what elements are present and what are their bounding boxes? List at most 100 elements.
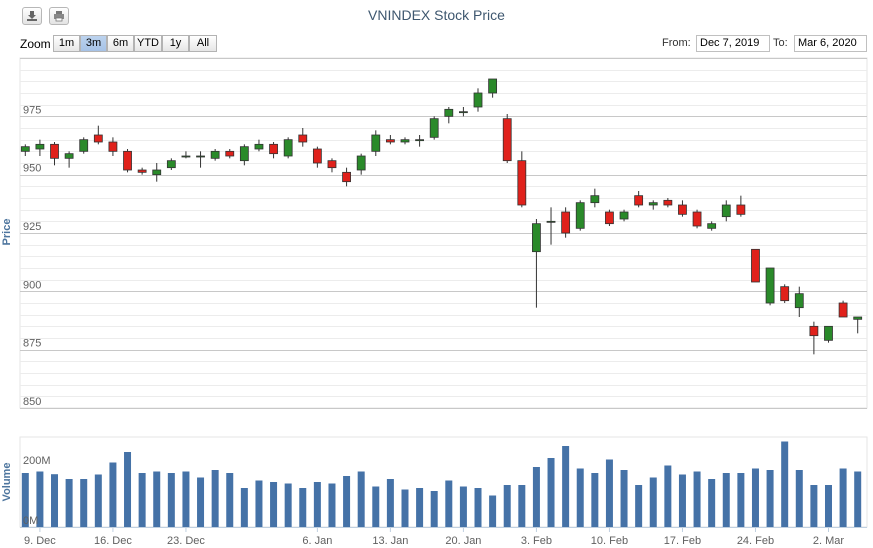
candle-body xyxy=(50,143,59,159)
volume-bar xyxy=(313,482,321,527)
candle xyxy=(429,116,439,140)
price-tick-label: 900 xyxy=(23,279,41,291)
volume-bar xyxy=(474,488,482,527)
candle-body xyxy=(20,146,30,152)
candle-body xyxy=(634,195,644,206)
from-date-input[interactable]: Dec 7, 2019 xyxy=(696,35,770,52)
candle-body xyxy=(546,220,556,223)
candle xyxy=(196,151,205,168)
candle-body xyxy=(283,139,293,157)
zoom-1m-button[interactable]: 1m xyxy=(53,35,80,52)
candle xyxy=(400,137,410,145)
candle xyxy=(459,107,468,117)
candle-body xyxy=(707,223,717,229)
date-tick-label: 24. Feb xyxy=(737,535,774,547)
candle-body xyxy=(429,118,439,138)
volume-bar xyxy=(708,479,716,527)
volume-bar xyxy=(284,483,292,527)
volume-bar xyxy=(547,458,555,527)
candle xyxy=(20,144,30,156)
volume-bar xyxy=(124,452,132,527)
candle-body xyxy=(794,293,804,309)
candle-body xyxy=(838,302,848,318)
download-button[interactable] xyxy=(22,7,42,25)
volume-bar xyxy=(810,485,818,527)
candle xyxy=(590,188,600,208)
candle xyxy=(108,137,118,156)
candle xyxy=(648,200,658,210)
candle xyxy=(546,207,556,245)
volume-bar xyxy=(211,470,219,527)
print-button[interactable] xyxy=(49,7,69,25)
volume-axis-labels: 0M 200M xyxy=(23,455,51,527)
volume-bar xyxy=(255,480,263,527)
volume-bar xyxy=(36,471,44,527)
volume-bar xyxy=(824,485,832,527)
volume-bar xyxy=(357,471,365,527)
volume-bar xyxy=(328,483,336,527)
candle-body xyxy=(751,248,760,283)
zoom-label: Zoom xyxy=(20,37,51,51)
candle-body xyxy=(575,202,585,229)
zoom-all-button[interactable]: All xyxy=(189,35,217,52)
price-gridlines xyxy=(19,57,868,528)
candle xyxy=(692,209,702,229)
candle xyxy=(283,137,293,159)
candle xyxy=(502,114,512,163)
candle-body xyxy=(853,316,863,320)
candle-body xyxy=(35,143,45,150)
candle xyxy=(794,286,804,317)
candle-body xyxy=(765,267,775,304)
candle xyxy=(853,316,863,334)
candle xyxy=(532,219,541,308)
volume-bar xyxy=(839,468,847,527)
volume-bar xyxy=(226,473,234,527)
volume-bar xyxy=(693,471,701,527)
candle xyxy=(385,135,395,145)
candle-body xyxy=(64,153,74,159)
price-tick-label: 850 xyxy=(23,396,41,408)
volume-bar xyxy=(576,468,584,527)
volume-bar xyxy=(51,474,59,527)
zoom-3m-button[interactable]: 3m xyxy=(80,35,107,52)
volume-bar xyxy=(416,488,424,527)
volume-bar xyxy=(605,459,613,527)
candle-body xyxy=(663,199,673,206)
volume-bar xyxy=(240,488,248,527)
candle-body xyxy=(79,139,89,152)
volume-bar xyxy=(635,485,643,527)
print-icon xyxy=(54,11,64,22)
candle-body xyxy=(123,150,132,171)
candle-body xyxy=(619,211,629,220)
candle xyxy=(473,88,483,112)
volume-bar xyxy=(737,473,745,527)
zoom-1y-button[interactable]: 1y xyxy=(162,35,189,52)
candle xyxy=(707,221,717,231)
candle xyxy=(181,151,191,159)
zoom-ytd-button[interactable]: YTD xyxy=(134,35,162,52)
candle xyxy=(327,158,337,173)
candle-body xyxy=(444,108,454,117)
volume-bar xyxy=(270,482,278,527)
candle-body xyxy=(721,204,731,218)
volume-bar xyxy=(80,479,88,527)
candle-body xyxy=(459,111,468,114)
date-tick-label: 23. Dec xyxy=(167,535,205,547)
volume-bar xyxy=(503,485,511,527)
candle xyxy=(342,167,351,187)
zoom-6m-button[interactable]: 6m xyxy=(107,35,134,52)
candle-body xyxy=(517,160,527,206)
candle-body xyxy=(415,139,424,142)
price-tick-label: 925 xyxy=(23,221,41,233)
candle-body xyxy=(473,92,483,108)
volume-bar xyxy=(562,446,570,527)
to-date-input[interactable]: Mar 6, 2020 xyxy=(794,35,867,52)
candle-body xyxy=(356,155,366,171)
volume-bar xyxy=(372,486,380,527)
candle-body xyxy=(824,325,833,341)
volume-axis-title: Volume xyxy=(1,463,13,502)
candle xyxy=(93,125,103,145)
date-tick-label: 9. Dec xyxy=(24,535,56,547)
volume-bar xyxy=(343,476,351,527)
candle xyxy=(561,207,571,238)
